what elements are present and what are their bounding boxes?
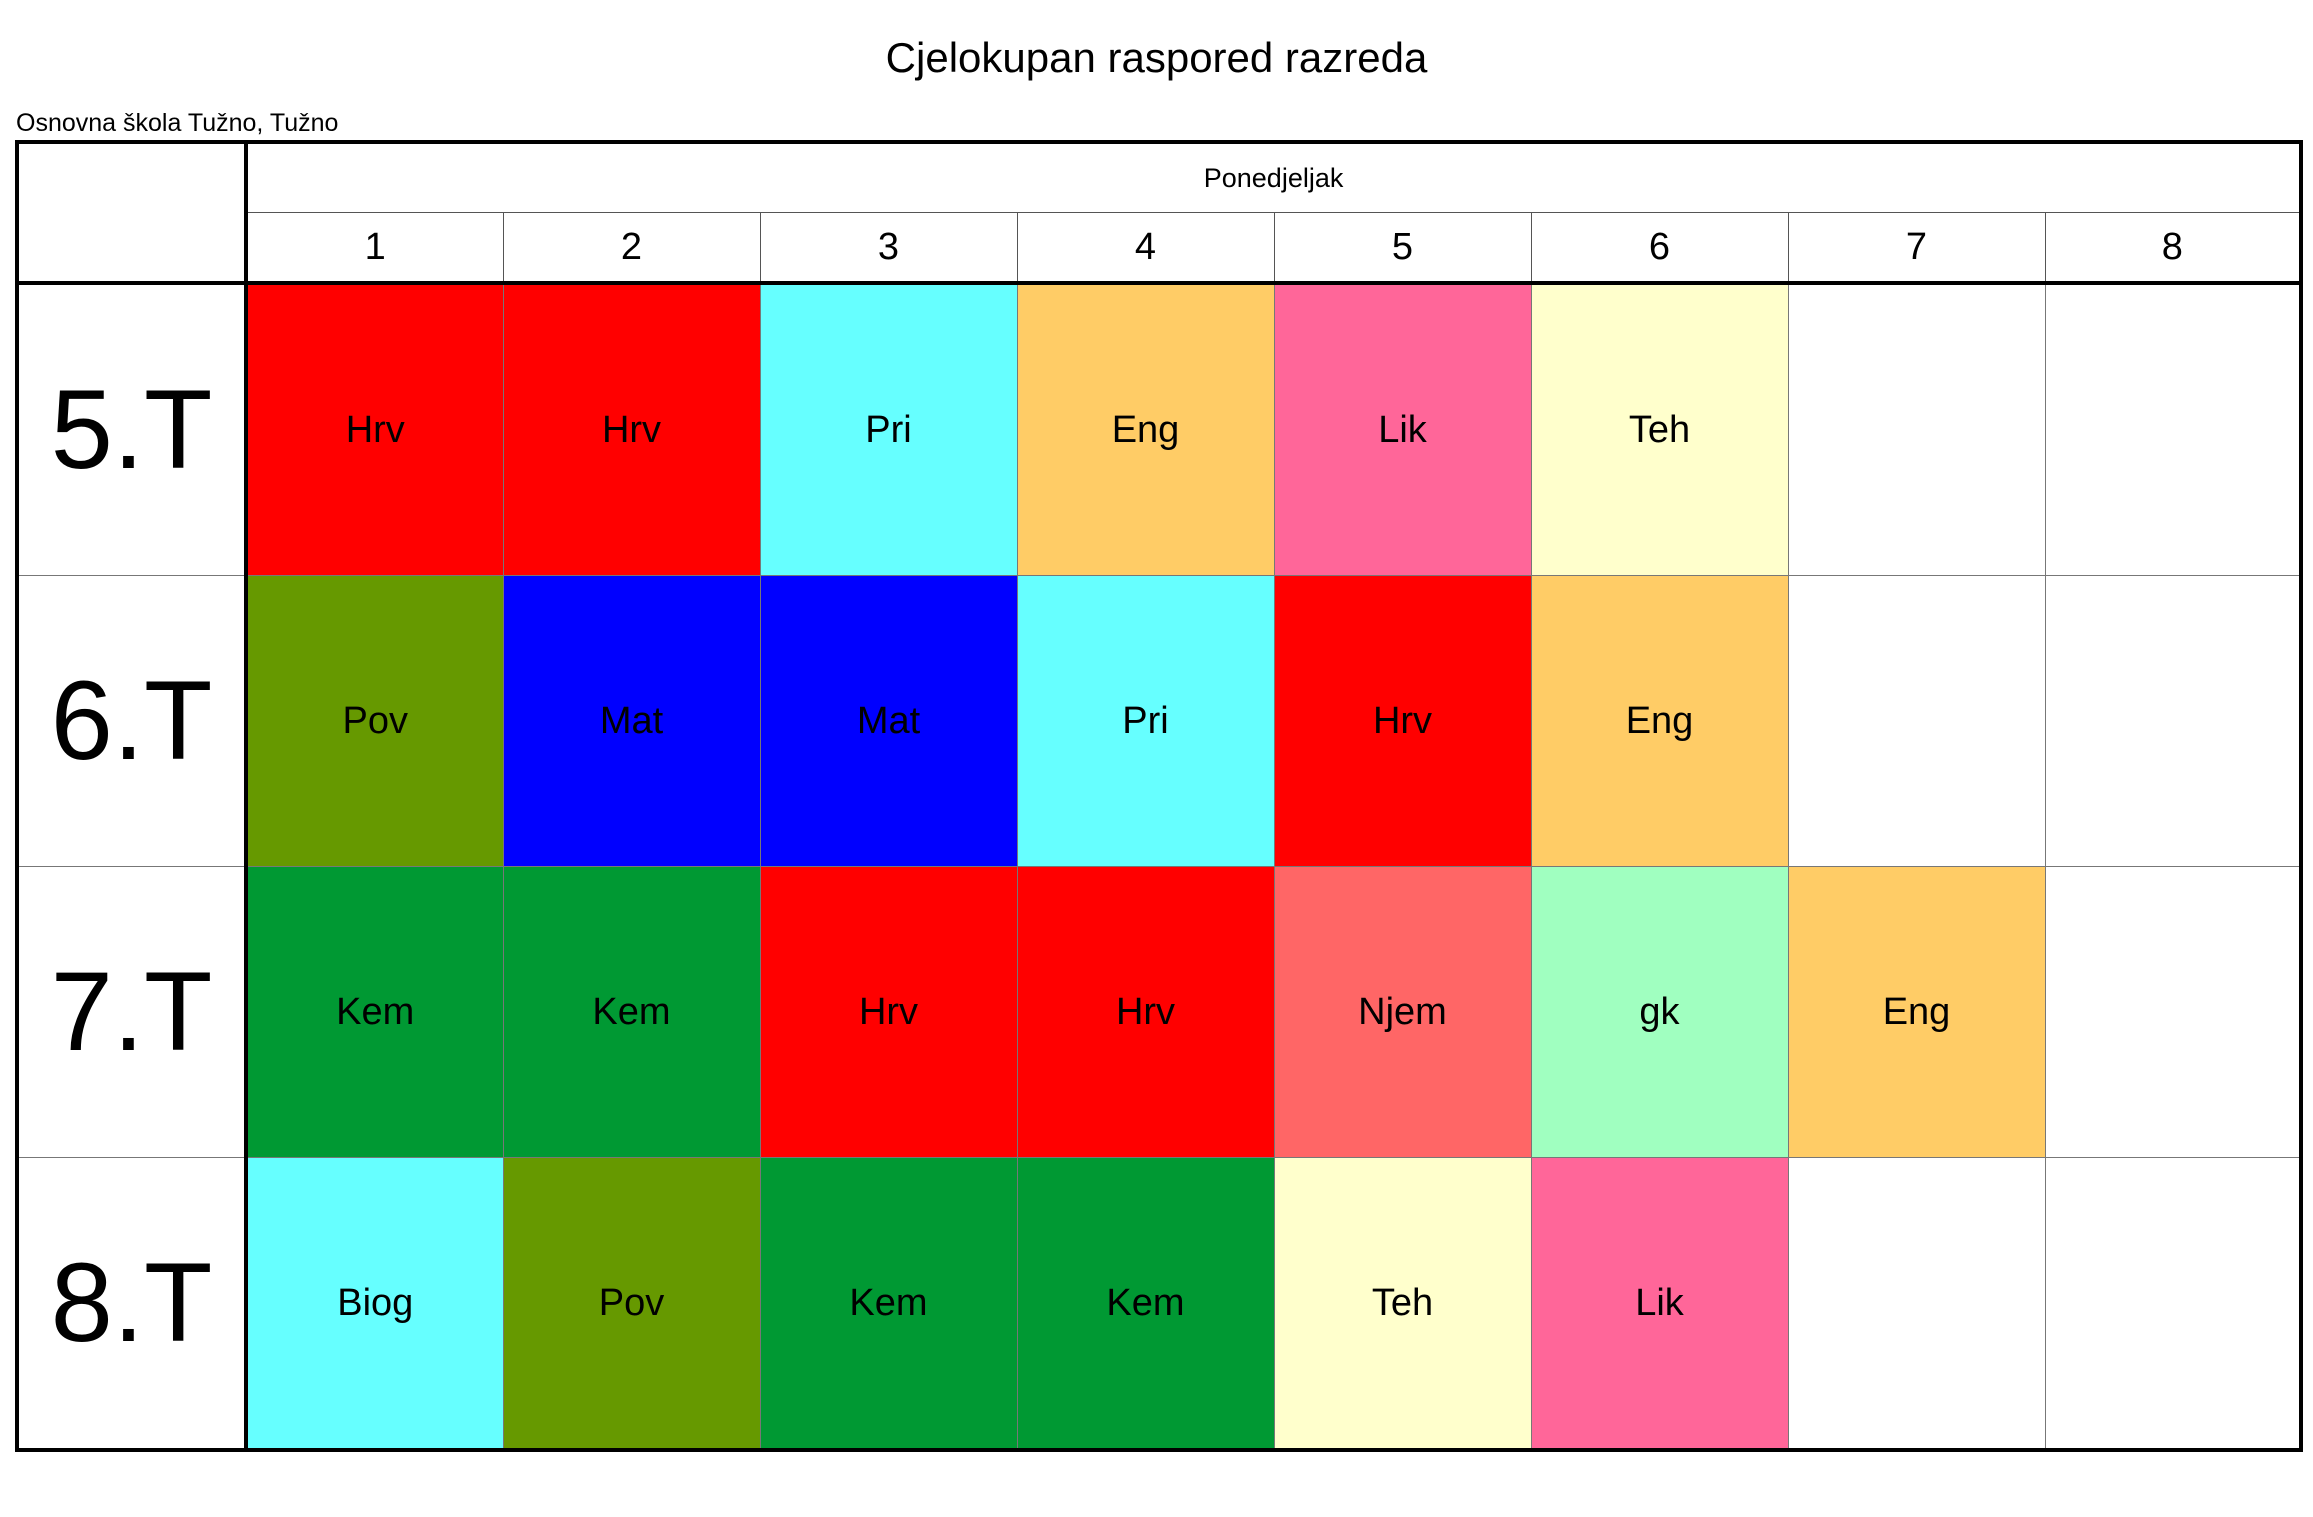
class-row: 8.T Biog Pov Kem Kem Teh Lik bbox=[15, 1157, 2304, 1452]
lesson-cell bbox=[1788, 1157, 2046, 1452]
day-header: Ponedjeljak bbox=[246, 140, 2304, 213]
lesson-cell: Mat bbox=[760, 575, 1018, 867]
class-name: 5.T bbox=[15, 283, 248, 576]
lesson-cell: Kem bbox=[246, 866, 504, 1158]
lesson-cell bbox=[2045, 1157, 2304, 1452]
lesson-cell: Pov bbox=[246, 575, 504, 867]
lesson-cell: Eng bbox=[1531, 575, 1789, 867]
lesson-cell: Pov bbox=[503, 1157, 761, 1452]
period-header: 3 bbox=[760, 212, 1018, 285]
lesson-cell: gk bbox=[1531, 866, 1789, 1158]
class-row: 5.T Hrv Hrv Pri Eng Lik Teh bbox=[15, 283, 2304, 576]
lesson-cell: Hrv bbox=[503, 283, 761, 576]
lesson-cell: Pri bbox=[760, 283, 1018, 576]
class-row: 7.T Kem Kem Hrv Hrv Njem gk Eng bbox=[15, 866, 2304, 1158]
lesson-cell: Biog bbox=[246, 1157, 504, 1452]
lesson-cell: Njem bbox=[1274, 866, 1532, 1158]
lesson-cell bbox=[2045, 575, 2304, 867]
period-header: 1 bbox=[246, 212, 504, 285]
lesson-cell: Eng bbox=[1788, 866, 2046, 1158]
period-header: 7 bbox=[1788, 212, 2046, 285]
corner-cell bbox=[15, 140, 248, 285]
lesson-cell: Teh bbox=[1531, 283, 1789, 576]
lesson-cell: Eng bbox=[1017, 283, 1275, 576]
class-name: 8.T bbox=[15, 1157, 248, 1452]
period-header: 4 bbox=[1017, 212, 1275, 285]
page-title: Cjelokupan raspored razreda bbox=[885, 34, 1428, 81]
lesson-cell bbox=[2045, 283, 2304, 576]
class-row: 6.T Pov Mat Mat Pri Hrv Eng bbox=[15, 575, 2304, 867]
lesson-cell: Kem bbox=[1017, 1157, 1275, 1452]
lesson-cell: Teh bbox=[1274, 1157, 1532, 1452]
class-name: 7.T bbox=[15, 866, 248, 1158]
lesson-cell: Kem bbox=[503, 866, 761, 1158]
school-name: Osnovna škola Tužno, Tužno bbox=[16, 109, 339, 137]
lesson-cell bbox=[2045, 866, 2304, 1158]
lesson-cell: Kem bbox=[760, 1157, 1018, 1452]
lesson-cell: Hrv bbox=[760, 866, 1018, 1158]
lesson-cell: Lik bbox=[1274, 283, 1532, 576]
lesson-cell bbox=[1788, 283, 2046, 576]
class-name: 6.T bbox=[15, 575, 248, 867]
lesson-cell: Lik bbox=[1531, 1157, 1789, 1452]
class-rows: 5.T Hrv Hrv Pri Eng Lik Teh 6.T Pov Mat Mat Pri Hrv E… bbox=[15, 283, 2304, 1452]
period-header: 8 bbox=[2045, 212, 2304, 285]
lesson-cell: Mat bbox=[503, 575, 761, 867]
lesson-cell: Pri bbox=[1017, 575, 1275, 867]
period-header: 2 bbox=[503, 212, 761, 285]
period-header: 5 bbox=[1274, 212, 1532, 285]
lesson-cell: Hrv bbox=[1274, 575, 1532, 867]
lesson-cell bbox=[1788, 575, 2046, 867]
lesson-cell: Hrv bbox=[1017, 866, 1275, 1158]
lesson-cell: Hrv bbox=[246, 283, 504, 576]
period-header: 6 bbox=[1531, 212, 1789, 285]
